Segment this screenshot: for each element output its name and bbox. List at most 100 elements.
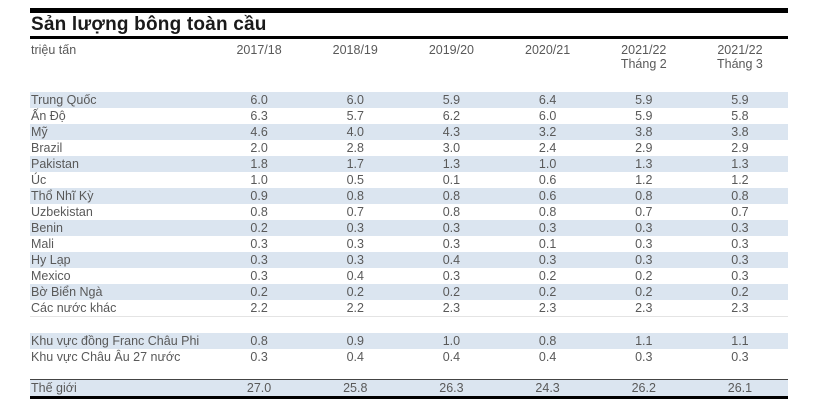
cell-value: 0.8 <box>538 334 557 348</box>
cell-value: 2.9 <box>731 141 749 155</box>
cell-value: 24.3 <box>535 381 560 395</box>
row-label: Bờ Biển Ngà <box>31 285 103 299</box>
cell-value: 0.3 <box>442 237 461 251</box>
cell-value: 6.4 <box>538 93 557 107</box>
country-rows-section: Trung Quốc 6.0 6.0 5.9 6.4 5.9 5.9 Ấn Độ 6.3 5.7 6… <box>30 92 788 316</box>
cell-value: 5.8 <box>731 109 749 123</box>
report-table: Sản lượng bông toàn cầu triệu tấn 2017/1… <box>30 8 788 399</box>
cell-value: 0.3 <box>250 350 268 364</box>
cell-value: 0.5 <box>346 173 364 187</box>
cell-value: 26.3 <box>439 381 464 395</box>
cell-value: 0.2 <box>635 285 653 299</box>
total-row-section: Thế giới 27.0 25.8 26.3 24.3 26.2 26.1 <box>30 380 788 396</box>
cell-value: 0.3 <box>250 253 268 267</box>
table-row: Mexico 0.3 0.4 0.3 0.2 0.2 0.3 <box>30 268 788 284</box>
region-rows-section: Khu vực đồng Franc Châu Phi 0.8 0.9 1.0 0.8 1… <box>30 333 788 365</box>
cell-value: 0.4 <box>442 253 461 267</box>
cell-value: 2.3 <box>442 301 461 315</box>
table-row: Pakistan 1.8 1.7 1.3 1.0 1.3 1.3 <box>30 156 788 172</box>
cell-value: 0.6 <box>538 173 557 187</box>
cell-value: 1.1 <box>731 334 749 348</box>
cell-value: 0.3 <box>538 221 557 235</box>
cell-value: 6.3 <box>250 109 268 123</box>
cell-value: 0.1 <box>442 173 461 187</box>
cell-value: 0.7 <box>346 205 364 219</box>
row-label: Thổ Nhĩ Kỳ <box>31 189 94 203</box>
column-header-line2: Tháng 3 <box>717 57 763 71</box>
cell-value: 0.2 <box>635 269 653 283</box>
column-header-line1: 2017/18 <box>236 43 282 57</box>
cell-value: 6.0 <box>346 93 364 107</box>
cell-value: 4.0 <box>346 125 364 139</box>
cell-value: 0.3 <box>731 350 749 364</box>
table-row: Ấn Độ 6.3 5.7 6.2 6.0 5.9 5.8 <box>30 108 788 124</box>
cell-value: 0.8 <box>442 205 461 219</box>
cell-value: 0.9 <box>250 189 268 203</box>
column-header-line1: 2021/22 <box>621 43 667 57</box>
cell-value: 4.3 <box>442 125 461 139</box>
table-row: Hy Lạp 0.3 0.3 0.4 0.3 0.3 0.3 <box>30 252 788 268</box>
cell-value: 0.3 <box>250 269 268 283</box>
cell-value: 6.0 <box>250 93 268 107</box>
cell-value: 0.4 <box>538 350 557 364</box>
title-rule <box>30 36 788 39</box>
cell-value: 0.3 <box>346 237 364 251</box>
row-label: Benin <box>31 221 63 235</box>
table-row: Khu vực đồng Franc Châu Phi 0.8 0.9 1.0 0.8 1… <box>30 333 788 349</box>
cell-value: 0.9 <box>346 334 364 348</box>
cell-value: 25.8 <box>343 381 368 395</box>
cell-value: 0.3 <box>635 237 653 251</box>
cell-value: 5.9 <box>731 93 749 107</box>
cell-value: 4.6 <box>250 125 268 139</box>
cell-value: 1.7 <box>346 157 364 171</box>
cell-value: 2.3 <box>635 301 653 315</box>
cell-value: 0.8 <box>250 334 268 348</box>
row-label: Pakistan <box>31 157 79 171</box>
column-header: 2017/18 <box>211 43 307 71</box>
cell-value: 0.8 <box>442 189 461 203</box>
cell-value: 0.2 <box>346 285 364 299</box>
cell-value: 2.2 <box>250 301 268 315</box>
row-label: Hy Lạp <box>31 253 71 267</box>
top-rule <box>30 8 788 13</box>
column-header-line1: 2019/20 <box>428 43 475 57</box>
cell-value: 0.3 <box>731 269 749 283</box>
cell-value: 0.3 <box>635 221 653 235</box>
cell-value: 0.3 <box>250 237 268 251</box>
cell-value: 2.3 <box>731 301 749 315</box>
table-row: Mali 0.3 0.3 0.3 0.1 0.3 0.3 <box>30 236 788 252</box>
row-label: Trung Quốc <box>31 93 97 107</box>
cell-value: 6.2 <box>442 109 461 123</box>
column-header: 2019/20 <box>403 43 499 71</box>
cell-value: 0.2 <box>731 285 749 299</box>
cell-value: 0.2 <box>250 285 268 299</box>
cell-value: 26.1 <box>727 381 753 395</box>
row-label: Thế giới <box>31 381 77 395</box>
cell-value: 2.8 <box>346 141 364 155</box>
table-row: Các nước khác 2.2 2.2 2.3 2.3 2.3 2.3 <box>30 300 788 316</box>
row-label: Brazil <box>31 141 63 155</box>
cell-value: 0.4 <box>442 350 461 364</box>
table-row: Khu vực Châu Âu 27 nước 0.3 0.4 0.4 0.4 0.3 0.… <box>30 349 788 365</box>
cell-value: 3.8 <box>635 125 653 139</box>
table-row: Benin 0.2 0.3 0.3 0.3 0.3 0.3 <box>30 220 788 236</box>
cell-value: 0.8 <box>538 205 557 219</box>
table-row: Úc 1.0 0.5 0.1 0.6 1.2 1.2 <box>30 172 788 188</box>
column-header-line1: 2020/21 <box>525 43 571 57</box>
cell-value: 0.8 <box>635 189 653 203</box>
cell-value: 0.3 <box>635 350 653 364</box>
table-row: Uzbekistan 0.8 0.7 0.8 0.8 0.7 0.7 <box>30 204 788 220</box>
cell-value: 0.3 <box>346 221 364 235</box>
cell-value: 0.3 <box>635 253 653 267</box>
cell-value: 1.1 <box>635 334 653 348</box>
cell-value: 0.6 <box>538 189 557 203</box>
column-header-line2: Tháng 2 <box>620 57 667 71</box>
column-header-line1: 2021/22 <box>717 43 763 57</box>
cell-value: 0.3 <box>538 253 557 267</box>
cell-value: 0.4 <box>346 350 364 364</box>
cell-value: 0.2 <box>250 221 268 235</box>
bottom-rule <box>30 396 788 399</box>
table-row: Thổ Nhĩ Kỳ 0.9 0.8 0.8 0.6 0.8 0.8 <box>30 188 788 204</box>
row-label: Mỹ <box>31 125 48 139</box>
cell-value: 1.0 <box>250 173 268 187</box>
